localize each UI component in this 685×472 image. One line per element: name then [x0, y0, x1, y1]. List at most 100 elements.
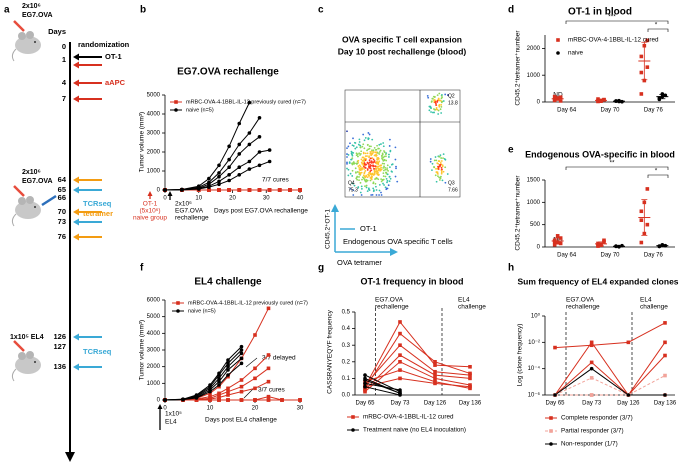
flow-event [388, 145, 391, 147]
flow-event [441, 164, 444, 167]
y-tick-label: 0 [537, 245, 541, 251]
flow-event [357, 165, 360, 168]
y-tick-label: 10⁻⁶ [528, 392, 541, 399]
day-label: 76 [58, 232, 66, 241]
event-arrowhead [73, 333, 79, 341]
flow-event [442, 153, 445, 156]
flow-event [439, 161, 442, 164]
marker [208, 389, 212, 394]
flow-event [353, 184, 356, 187]
panel-label: b [140, 5, 146, 16]
flow-event [386, 173, 389, 176]
marker [217, 379, 221, 384]
marker [226, 398, 230, 402]
marker [247, 100, 252, 105]
marker [552, 239, 557, 244]
x-tick-label: Day 70 [600, 108, 620, 114]
flow-event [364, 159, 367, 162]
flow-event [353, 141, 356, 144]
flow-event [381, 156, 383, 158]
annotation: OT-1 [143, 201, 158, 208]
marker [217, 398, 221, 402]
marker [247, 159, 252, 164]
flow-event [447, 94, 449, 96]
x-tick-label: Day 126 [617, 401, 640, 407]
flow-event [386, 167, 389, 170]
flow-event [388, 166, 391, 169]
flow-event [363, 172, 366, 175]
annotation: 3/7 cures [258, 387, 285, 394]
flow-event [375, 162, 378, 165]
flow-event [373, 170, 376, 173]
flow-event [437, 113, 440, 115]
flow-event [361, 145, 364, 148]
flow-event [383, 165, 385, 168]
y-tick-label: 1500 [527, 178, 541, 184]
chart-title: OT-1 frequency in blood [360, 276, 463, 286]
flow-event [359, 165, 362, 168]
event-arrowhead [73, 218, 79, 226]
y-tick-label: 10⁻² [528, 340, 540, 346]
y-tick-label: 2000 [527, 46, 541, 52]
flow-event [370, 152, 372, 155]
annotation: rechallenge [375, 304, 409, 311]
flow-event [387, 184, 390, 187]
flow-event [374, 178, 376, 180]
marker [207, 185, 211, 189]
series-line [364, 382, 401, 391]
annotation: ND [553, 237, 563, 244]
day-label: 136 [53, 362, 66, 371]
flow-event [380, 143, 382, 145]
legend-label: naive [568, 50, 584, 57]
panel-label: f [140, 263, 144, 274]
error-bar [641, 199, 648, 236]
flow-event [385, 188, 388, 191]
day-label: 126 [53, 332, 66, 341]
significance-bar [647, 28, 669, 32]
flow-event [374, 154, 377, 157]
event-arrowhead [73, 233, 79, 241]
flow-event [361, 159, 364, 162]
flow-event [438, 155, 441, 158]
flow-event [395, 165, 397, 168]
marker [363, 376, 367, 381]
flow-event [363, 178, 366, 181]
marker [398, 353, 402, 357]
flow-event [434, 101, 437, 104]
flow-event [384, 175, 387, 178]
flow-event [358, 179, 360, 182]
flow-axis-head [390, 248, 398, 256]
error-bar [616, 245, 622, 248]
flow-event [362, 133, 365, 136]
flow-event [381, 157, 383, 160]
marker [208, 398, 212, 402]
gate-label: Q2 [448, 93, 455, 99]
marker [226, 393, 230, 397]
flow-event [355, 146, 358, 149]
flow-event [364, 180, 367, 183]
flow-event [440, 166, 443, 169]
day-label: 0 [62, 42, 66, 51]
flow-event [371, 172, 374, 175]
flow-event [383, 151, 386, 154]
flow-event [438, 92, 441, 95]
marker [267, 148, 272, 152]
flow-event [381, 162, 384, 165]
flow-event [376, 172, 378, 175]
flow-event [360, 167, 363, 170]
annotation: ND [553, 92, 563, 99]
flow-event [441, 179, 444, 182]
marker [247, 131, 252, 135]
flow-event [363, 147, 366, 150]
flow-event [358, 152, 361, 155]
flow-event [434, 99, 436, 102]
flow-event [359, 181, 362, 184]
flow-event [368, 133, 371, 136]
series-line [554, 322, 666, 349]
flow-event [385, 159, 388, 162]
flow-event [372, 158, 375, 161]
flow-event [367, 132, 370, 134]
flow-event [384, 168, 387, 171]
y-axis-label: CASSRANYEQYF frequency [327, 309, 334, 394]
flow-event [394, 175, 397, 178]
